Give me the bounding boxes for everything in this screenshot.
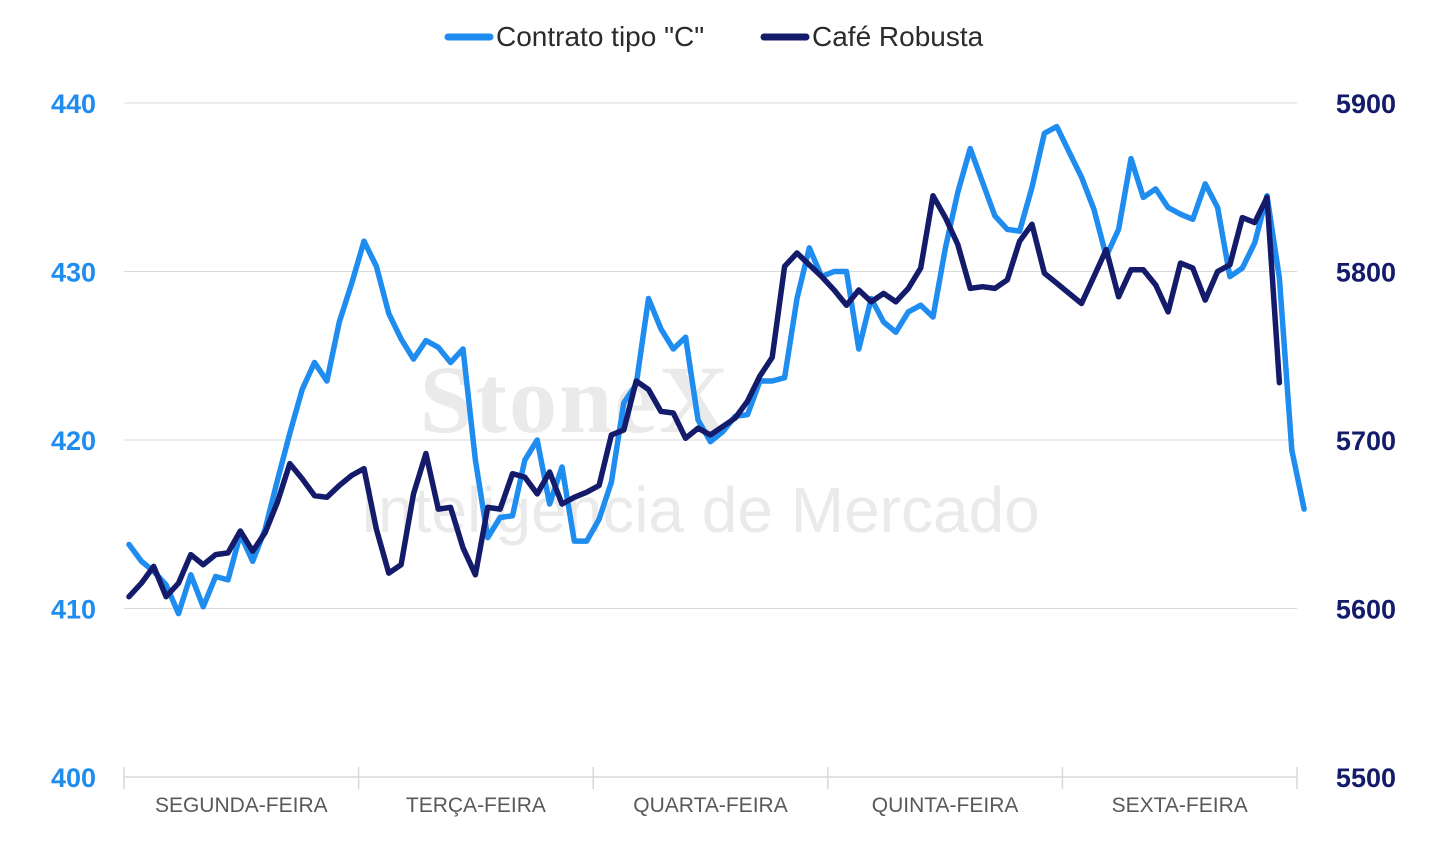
y-right-tick-label: 5700 — [1336, 426, 1396, 456]
watermark-subtitle: Inteligência de Mercado — [360, 474, 1040, 546]
y-left-tick-label: 430 — [51, 258, 96, 288]
x-tick-label: QUARTA-FEIRA — [633, 794, 787, 817]
y-right-tick-label: 5600 — [1336, 595, 1396, 625]
series-line-cafe-robusta — [126, 192, 1283, 600]
x-tick-label: TERÇA-FEIRA — [406, 794, 546, 817]
legend: Contrato tipo "C" Café Robusta — [444, 21, 984, 52]
legend-item-contrato-c-label: Contrato tipo "C" — [496, 21, 704, 52]
y-axis-left: 400 410 420 430 440 — [51, 89, 96, 793]
y-right-tick-label: 5900 — [1336, 89, 1396, 119]
y-left-tick-label: 440 — [51, 89, 96, 119]
x-axis: SEGUNDA-FEIRA TERÇA-FEIRA QUARTA-FEIRA QUIN… — [123, 767, 1298, 817]
x-tick-label: SEGUNDA-FEIRA — [155, 794, 328, 817]
legend-item-cafe-robusta-label: Café Robusta — [812, 21, 984, 52]
y-left-tick-label: 410 — [51, 595, 96, 625]
watermark: StoneX Inteligência de Mercado — [360, 346, 1040, 546]
y-left-tick-label: 420 — [51, 426, 96, 456]
x-tick-label: SEXTA-FEIRA — [1112, 794, 1248, 817]
series-lines — [126, 123, 1307, 617]
y-axis-right: 5500 5600 5700 5800 5900 — [1336, 89, 1396, 793]
x-tick-label: QUINTA-FEIRA — [872, 794, 1019, 817]
y-right-tick-label: 5500 — [1336, 763, 1396, 793]
y-left-tick-label: 400 — [51, 763, 96, 793]
y-right-tick-label: 5800 — [1336, 258, 1396, 288]
